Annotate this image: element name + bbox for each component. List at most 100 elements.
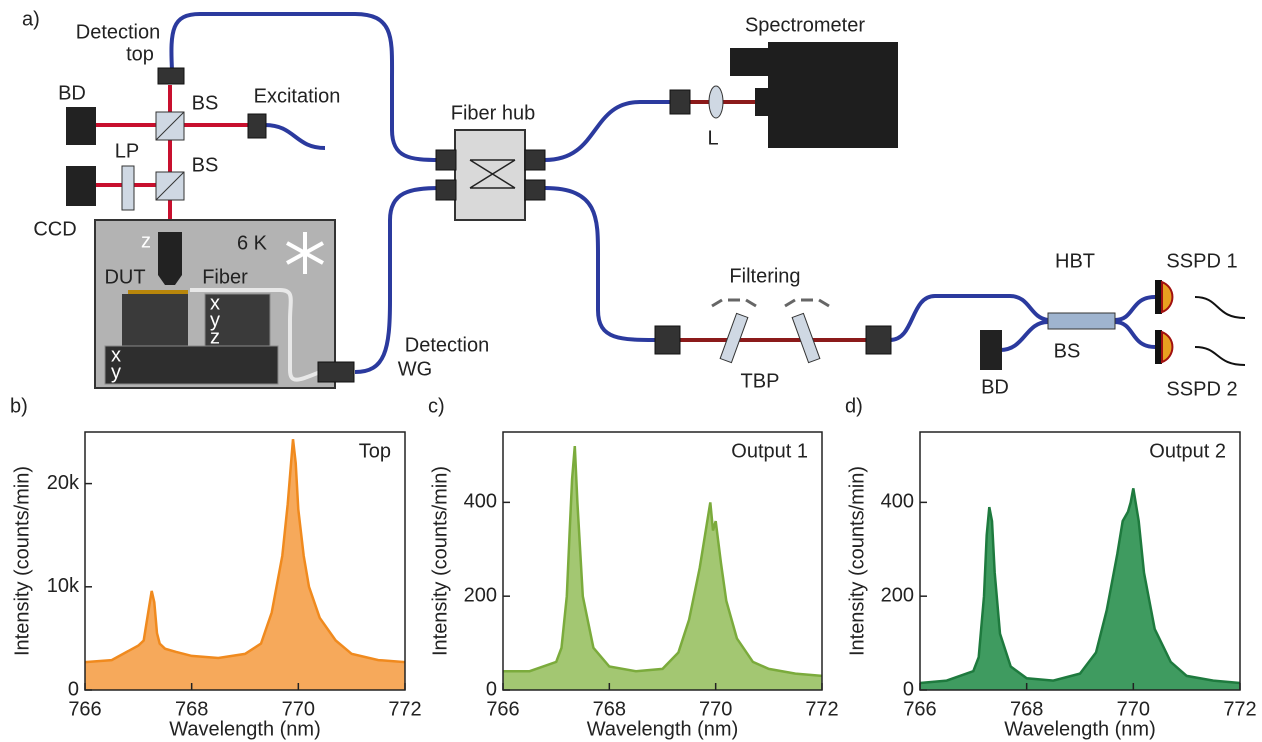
label: BS (1054, 340, 1081, 362)
y-tick-label: 10k (47, 575, 80, 597)
x-tick-label: 768 (1010, 698, 1043, 720)
panel-label: d) (845, 395, 863, 417)
connector (317, 361, 355, 383)
label: Excitation (254, 85, 341, 107)
spectrometer (730, 48, 768, 76)
label: z (210, 326, 220, 348)
y-axis-label: Intensity (counts/min) (429, 466, 451, 656)
plot-frame (84, 431, 406, 691)
area (920, 488, 1240, 690)
connector (524, 179, 546, 201)
label: TBP (741, 370, 780, 392)
filter (791, 312, 821, 364)
x-tick-label: 770 (1117, 698, 1150, 720)
detector (1155, 330, 1162, 364)
label: L (707, 127, 718, 149)
spectrometer (755, 88, 769, 116)
area (503, 446, 822, 690)
label: BD (58, 82, 86, 104)
beam-dump (980, 330, 1002, 370)
label: HBT (1055, 250, 1095, 272)
label: y (210, 309, 220, 331)
label: z (141, 230, 151, 252)
label: y (111, 361, 121, 383)
snowflake (286, 232, 324, 274)
label: Detection (405, 334, 490, 356)
connector (865, 325, 892, 355)
panel-label: a) (22, 8, 40, 30)
fiber-hub (454, 129, 526, 221)
camera (66, 166, 96, 206)
x-axis-label: Wavelength (nm) (169, 718, 321, 740)
label: CCD (33, 218, 76, 240)
connector (435, 179, 457, 201)
connector (247, 113, 267, 139)
fiber (1114, 320, 1156, 349)
connector (654, 325, 681, 355)
annotation: Top (359, 440, 391, 462)
stage (122, 294, 188, 346)
connector (435, 149, 457, 171)
label: Detection (76, 21, 161, 43)
fiber (999, 320, 1049, 352)
label: SSPD 2 (1166, 378, 1237, 400)
beam-dump (66, 107, 96, 145)
sample (128, 290, 188, 294)
connector (524, 149, 546, 171)
x-tick-label: 766 (486, 698, 519, 720)
detector (1155, 280, 1162, 314)
filter (719, 312, 749, 364)
label: BS (192, 154, 219, 176)
connector (669, 89, 691, 115)
setup-diagram (66, 12, 1246, 389)
label: Spectrometer (745, 14, 865, 36)
cable (1194, 296, 1246, 366)
x-tick-label: 766 (68, 698, 101, 720)
area (85, 439, 405, 690)
line (919, 488, 1241, 685)
beam-splitter (155, 171, 185, 201)
y-tick-label: 400 (464, 491, 497, 513)
panel-label: b) (10, 395, 28, 417)
x-axis-label: Wavelength (nm) (587, 718, 739, 740)
label: Fiber (202, 266, 248, 288)
beam-splitter (1047, 312, 1116, 330)
lens (708, 85, 724, 119)
label: top (126, 43, 154, 65)
x-tick-label: 772 (1223, 698, 1256, 720)
fiber (264, 123, 326, 150)
label: Filtering (729, 265, 800, 287)
y-tick-label: 200 (464, 584, 497, 606)
beam-splitter (155, 111, 185, 141)
fiber (354, 186, 441, 374)
label: SSPD 1 (1166, 250, 1237, 272)
x-tick-label: 770 (699, 698, 732, 720)
x-tick-label: 768 (175, 698, 208, 720)
objective (158, 232, 182, 285)
y-tick-label: 400 (881, 491, 914, 513)
label: x (111, 344, 121, 366)
x-tick-label: 766 (903, 698, 936, 720)
detector (1161, 330, 1174, 364)
plot-frame (502, 431, 823, 691)
diagram-labels: a) Detection top BD BS Excitation LP BS … (22, 8, 1238, 400)
detector (1161, 280, 1174, 314)
x-tick-label: 772 (805, 698, 838, 720)
label: WG (398, 358, 432, 380)
panel-label: c) (428, 395, 445, 417)
y-tick-label: 200 (881, 584, 914, 606)
y-tick-label: 0 (68, 678, 79, 700)
fiber (1114, 295, 1156, 322)
x-tick-label: 770 (282, 698, 315, 720)
x-tick-label: 768 (593, 698, 626, 720)
x-tick-label: 772 (388, 698, 421, 720)
y-tick-label: 20k (47, 472, 80, 494)
plot-frame (919, 431, 1241, 691)
line (84, 439, 406, 664)
y-axis-label: Intensity (counts/min) (11, 466, 33, 656)
connector (157, 67, 185, 85)
label: BD (981, 376, 1009, 398)
